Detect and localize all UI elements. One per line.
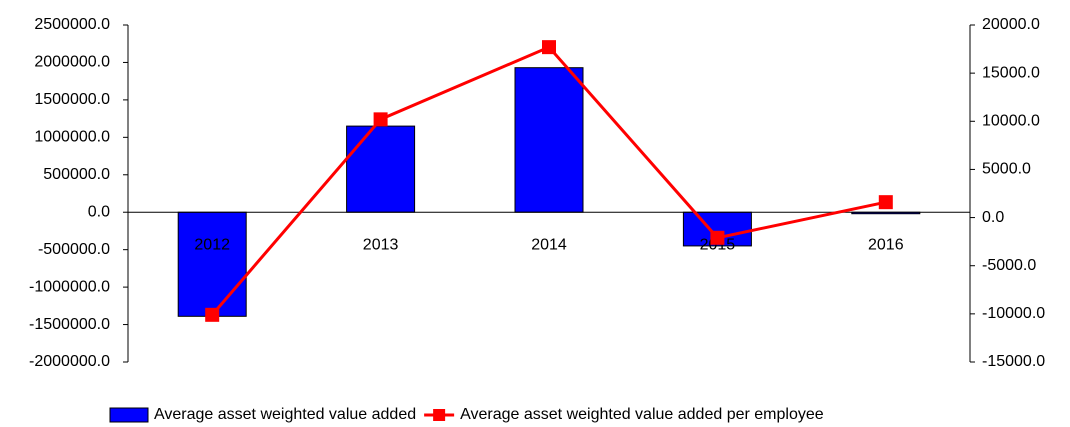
y-tick-label: 1500000.0 [34, 91, 110, 108]
x-tick-label: 2012 [194, 236, 230, 253]
x-tick-label: 2016 [868, 236, 904, 253]
bar [514, 67, 584, 213]
marker [542, 40, 556, 55]
legend-marker [433, 409, 446, 421]
marker [878, 195, 893, 210]
x-tick-label: 2014 [531, 236, 567, 253]
y-tick-label: 2000000.0 [34, 54, 110, 71]
y2-tick-label: -5000.0 [982, 257, 1036, 274]
y-tick-label: 500000.0 [43, 166, 110, 183]
y-tick-label: -2000000.0 [29, 353, 110, 370]
x-tick-label: 2015 [700, 236, 736, 253]
x-tick-label: 2013 [363, 236, 399, 253]
y2-tick-label: 20000.0 [982, 16, 1040, 33]
y2-tick-label: 10000.0 [982, 113, 1040, 130]
y-tick-label: 1000000.0 [34, 129, 110, 146]
marker [710, 230, 725, 245]
y-tick-label: -500000.0 [38, 241, 110, 258]
bar [177, 211, 247, 317]
y2-tick-label: 5000.0 [982, 161, 1031, 178]
y2-tick-label: 15000.0 [982, 64, 1040, 81]
legend-swatch [109, 407, 149, 423]
y-tick-label: -1500000.0 [29, 316, 110, 333]
marker [373, 112, 388, 127]
legend-label: Average asset weighted value added per e… [460, 406, 824, 423]
y-tick-label: -1000000.0 [29, 278, 110, 295]
y2-tick-label: 0.0 [982, 209, 1004, 226]
y-tick-label: 2500000.0 [34, 16, 110, 33]
legend-label: Average asset weighted value added [154, 406, 416, 423]
y2-tick-label: -10000.0 [982, 305, 1045, 322]
y2-tick-label: -15000.0 [982, 353, 1045, 370]
y-tick-label: 0.0 [88, 203, 110, 220]
marker [205, 307, 220, 322]
bar [346, 125, 416, 213]
